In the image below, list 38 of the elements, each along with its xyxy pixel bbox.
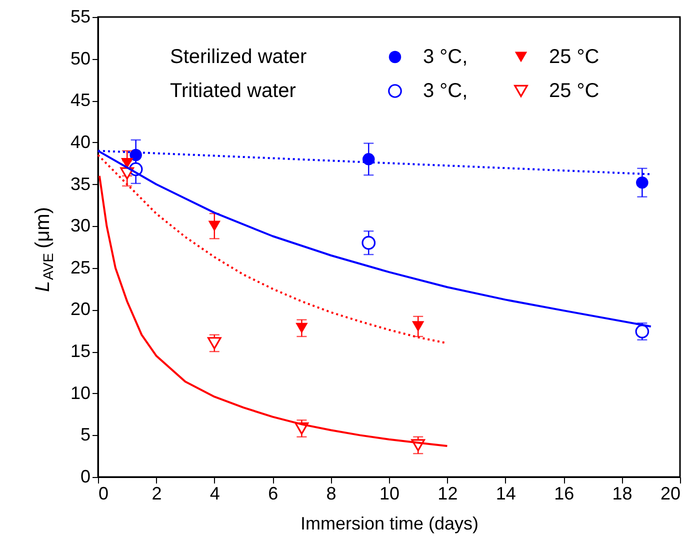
point (296, 322, 308, 334)
y-tick-label: 20 (70, 299, 90, 320)
x-tick-label: 20 (660, 484, 680, 504)
point (208, 220, 221, 232)
x-tick-label: 10 (379, 484, 400, 504)
point (207, 337, 222, 350)
y-tick-label: 0 (80, 466, 90, 486)
legend-label: 3 °C, (423, 80, 468, 102)
legend-label: 25 °C (549, 80, 600, 102)
y-tick-label: 55 (70, 6, 90, 26)
x-tick-label: 14 (496, 484, 516, 504)
x-axis-title: Immersion time (days) (300, 514, 479, 534)
y-axis-title: LAVE (μm) (32, 206, 56, 292)
x-tick-label: 6 (268, 484, 278, 504)
y-tick-label: 5 (80, 424, 90, 445)
x-tick-label: 8 (326, 484, 336, 504)
legend-label: 3 °C, (423, 46, 468, 68)
x-tick-label: 16 (554, 484, 574, 504)
point (362, 236, 376, 250)
annotation: Sterilized water (170, 46, 308, 68)
y-tick-label: 40 (70, 132, 90, 152)
point (636, 176, 648, 189)
legend-label: 25 °C (549, 46, 600, 68)
x-tick-label: 12 (438, 484, 458, 504)
y-tick-label: 15 (70, 341, 90, 362)
y-tick-label: 35 (70, 174, 90, 194)
x-tick-label: 4 (210, 484, 220, 504)
x-tick-label: 2 (152, 484, 162, 504)
y-tick-label: 10 (70, 382, 90, 403)
point (412, 321, 424, 332)
point (362, 153, 375, 166)
y-tick-label: 30 (70, 216, 90, 236)
x-tick-label: 18 (612, 484, 632, 504)
y-tick-label: 45 (70, 90, 90, 110)
x-tick-label: 0 (98, 484, 109, 504)
y-tick-label: 50 (70, 48, 90, 68)
annotation: Tritiated water (170, 80, 296, 102)
y-tick-label: 25 (70, 257, 90, 278)
